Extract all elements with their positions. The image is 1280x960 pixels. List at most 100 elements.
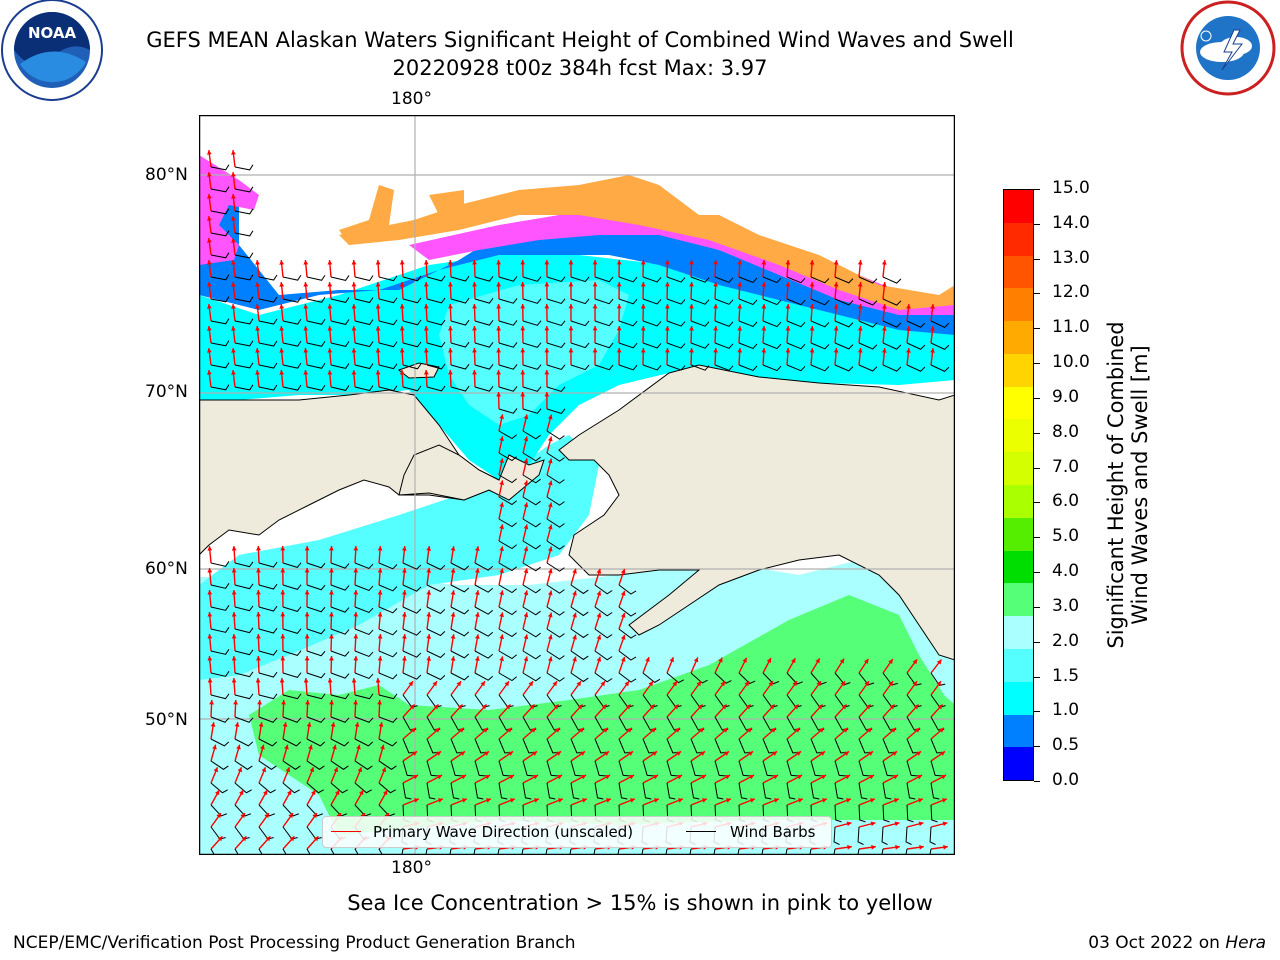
wave-direction-arrowhead — [434, 727, 440, 733]
wind-barb — [306, 760, 325, 770]
wind-barb — [306, 716, 326, 723]
wind-barb — [210, 186, 230, 193]
wave-direction-arrowhead — [353, 590, 359, 595]
wave-direction-arrowhead — [472, 326, 477, 331]
land-chukotka — [398, 444, 545, 501]
wind-barb — [426, 341, 446, 348]
wind-barb — [786, 782, 796, 800]
wind-barb — [354, 782, 372, 794]
wind-barb — [930, 342, 950, 350]
wind-barb — [426, 363, 446, 370]
wave-direction-arrowhead — [869, 798, 875, 803]
wave-direction-arrowhead — [255, 348, 260, 353]
wind-barb — [210, 738, 230, 747]
colorbar-tick-label: 7.0 — [1052, 456, 1080, 477]
wind-barb — [810, 342, 830, 350]
wave-direction-arrowhead — [773, 798, 779, 803]
wind-barb — [762, 276, 782, 284]
wave-direction-arrowhead — [306, 722, 312, 727]
colorbar-segment — [1004, 550, 1033, 584]
wave-direction-arrowhead — [329, 656, 334, 661]
wind-barb — [234, 649, 254, 656]
wave-direction-arrowhead — [217, 836, 223, 842]
wave-direction-arrowhead — [335, 790, 340, 796]
wind-barb — [546, 430, 565, 440]
wind-barb — [594, 320, 614, 327]
wave-direction-arrowhead — [745, 704, 751, 710]
wave-direction-arrowhead — [375, 282, 381, 287]
wind-barb — [762, 672, 780, 685]
wind-barb — [306, 318, 326, 325]
wind-barb — [234, 804, 251, 817]
wave-direction-arrowhead — [474, 590, 480, 596]
wind-barb — [354, 275, 374, 282]
wave-direction-arrowhead — [689, 282, 694, 287]
wave-direction-arrowhead — [472, 370, 477, 375]
wave-direction-arrowhead — [906, 326, 911, 331]
map-legend: Primary Wave Direction (unscaled) Wind B… — [322, 816, 832, 848]
wind-barb — [474, 782, 484, 800]
wind-barb — [378, 848, 384, 855]
wind-barb — [833, 826, 840, 845]
wind-barb — [690, 320, 710, 327]
wave-direction-arrowhead — [937, 704, 943, 710]
wave-direction-arrowhead — [399, 282, 405, 287]
wind-barb — [498, 386, 518, 392]
wind-barb — [642, 782, 652, 800]
wind-barb — [738, 364, 758, 372]
colorbar-segment — [1004, 747, 1033, 781]
wave-direction-arrowhead — [412, 751, 418, 756]
wind-barb — [210, 384, 230, 391]
wave-direction-arrowhead — [256, 546, 261, 551]
wave-direction-arrowhead — [544, 348, 550, 353]
wave-direction-arrowhead — [377, 568, 383, 573]
wind-barb — [234, 230, 254, 237]
wave-direction-arrowhead — [605, 775, 611, 780]
wind-barb — [546, 650, 565, 660]
wave-direction-arrowhead — [279, 260, 285, 265]
wind-barb — [594, 650, 613, 661]
wind-barb — [474, 342, 494, 348]
wave-direction-arrowhead — [401, 612, 407, 617]
wave-direction-arrowhead — [626, 727, 632, 733]
wave-direction-arrowhead — [313, 836, 319, 842]
wind-barb — [282, 296, 302, 303]
wave-direction-arrowhead — [761, 348, 767, 353]
wave-direction-arrowhead — [544, 282, 550, 287]
wave-direction-arrowhead — [499, 656, 504, 662]
wave-direction-arrowhead — [722, 727, 728, 733]
wave-direction-arrowhead — [280, 656, 286, 661]
wave-direction-arrowhead — [308, 744, 313, 750]
wind-barb — [258, 848, 264, 855]
wave-direction-arrowhead — [375, 370, 381, 375]
wind-barb — [282, 804, 299, 817]
colorbar-tick-label: 0.5 — [1052, 735, 1080, 756]
wind-barb — [474, 650, 494, 659]
wind-barb — [786, 760, 798, 777]
wind-barb — [402, 562, 422, 570]
wave-direction-arrowhead — [207, 370, 212, 375]
wind-barb — [426, 760, 438, 777]
wave-direction-arrowhead — [279, 326, 285, 331]
wave-direction-arrowhead — [237, 767, 243, 773]
wind-barb — [522, 298, 542, 304]
wave-direction-arrowhead — [448, 282, 453, 287]
wave-direction-arrowhead — [604, 751, 610, 756]
wave-direction-arrowhead — [207, 194, 212, 199]
sea-ice-orange-floe2 — [429, 190, 464, 215]
wave-direction-arrowhead — [544, 260, 550, 265]
wave-direction-arrowhead — [399, 348, 405, 353]
wave-direction-arrowhead — [547, 502, 553, 508]
wind-barb — [546, 342, 566, 349]
wave-direction-arrowhead — [640, 348, 646, 353]
wind-barb — [690, 760, 702, 777]
wind-barb — [738, 672, 756, 685]
wind-barb — [282, 584, 302, 590]
wind-barb — [522, 628, 541, 638]
wave-direction-arrowhead — [233, 700, 238, 705]
wave-direction-arrowhead — [423, 304, 429, 309]
wind-barb — [618, 672, 637, 683]
wave-direction-arrowhead — [664, 260, 670, 265]
wave-direction-arrowhead — [576, 681, 581, 687]
wind-barb — [234, 605, 254, 612]
